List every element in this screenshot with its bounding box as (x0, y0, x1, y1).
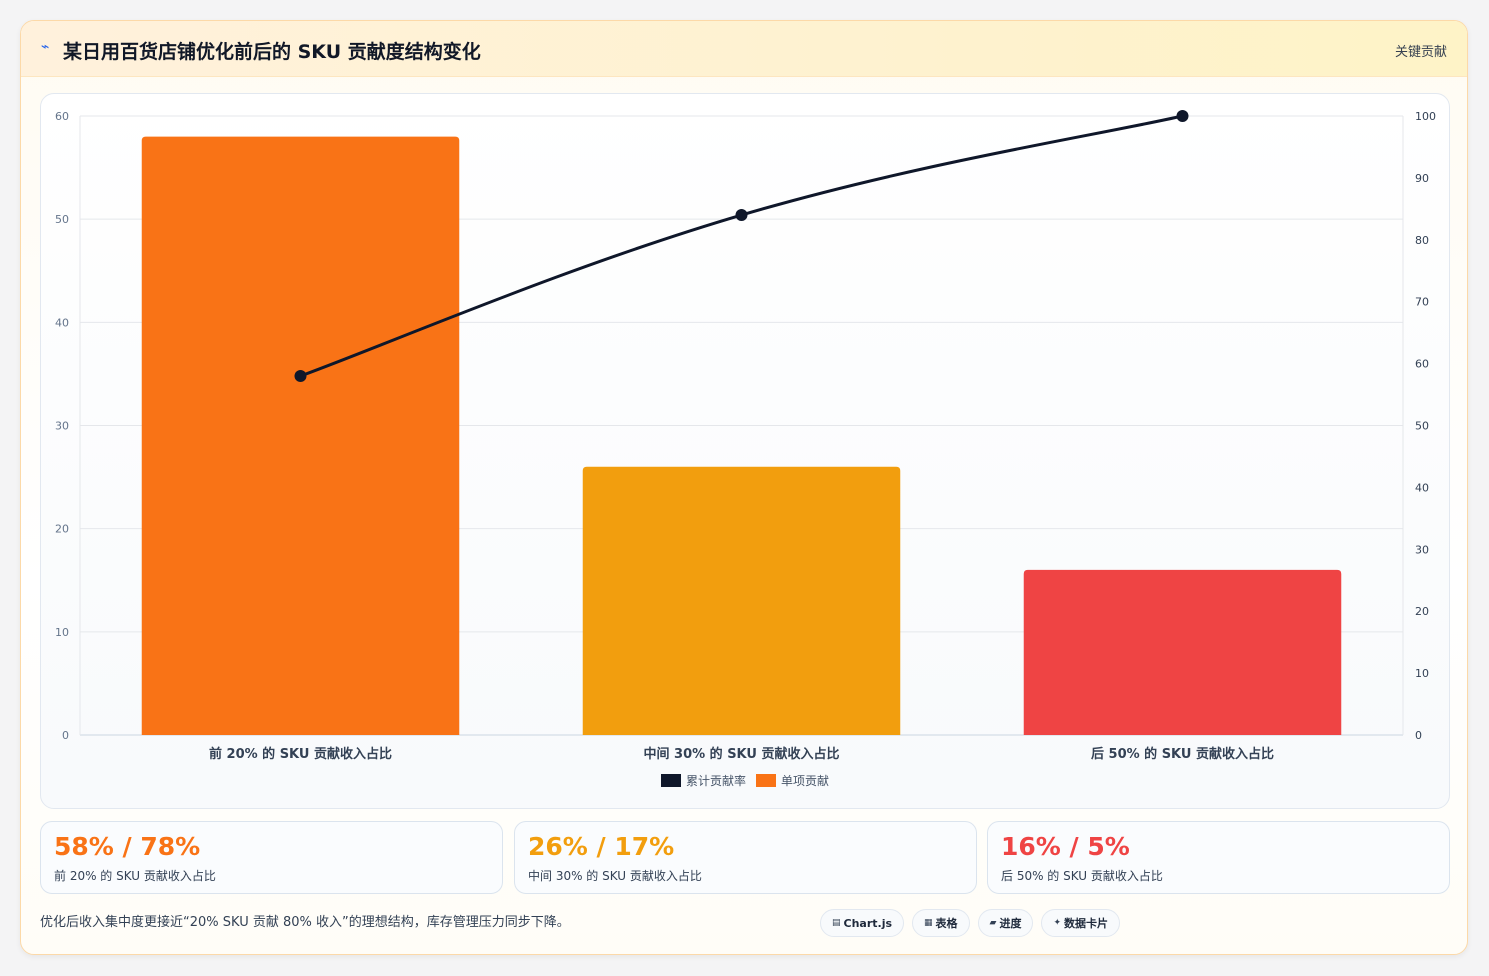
y-left-tick-label: 10 (55, 626, 69, 639)
card-header: ⌁ 某日用百货店铺优化前后的 SKU 贡献度结构变化 关键贡献 (21, 21, 1467, 77)
kpi-value: 26% / 17% (528, 832, 675, 861)
x-tick-label: 前 20% 的 SKU 贡献收入占比 (209, 746, 392, 762)
kpi-value: 58% / 78% (54, 832, 201, 861)
report-card: ⌁ 某日用百货店铺优化前后的 SKU 贡献度结构变化 关键贡献 0 10 20 30 4… (20, 20, 1468, 955)
chip-chartjs[interactable]: ▤ Chart.js (820, 909, 905, 937)
y-right-tick-label: 50 (1415, 420, 1429, 433)
y-right-tick-label: 0 (1415, 729, 1422, 742)
tech-chips: ▤ Chart.js ▦ 表格 ▰ 进度 ✦ 数据卡片 (820, 909, 1121, 937)
y-right-tick-label: 10 (1415, 667, 1429, 680)
legend-swatch (661, 774, 681, 787)
bar (582, 466, 901, 735)
y-right-tick-label: 20 (1415, 605, 1429, 618)
cumulative-point (735, 209, 748, 222)
y-right-tick-label: 100 (1415, 110, 1436, 123)
bar (141, 136, 460, 736)
footer-note: 优化后收入集中度更接近“20% SKU 贡献 80% 收入”的理想结构，库存管理… (40, 915, 570, 930)
legend-label: 单项贡献 (781, 773, 829, 788)
kpi-label: 后 50% 的 SKU 贡献收入占比 (1001, 869, 1163, 883)
chart-icon: ▤ (832, 918, 841, 928)
kpi-card-middle: 26% / 17% 中间 30% 的 SKU 贡献收入占比 (514, 821, 977, 894)
y-right-tick-label: 90 (1415, 172, 1429, 185)
y-left-tick-label: 20 (55, 523, 69, 536)
pareto-chart: 0 10 20 30 40 50 60 0 10 20 30 40 50 60 70 80 90 100 前 20%… (55, 110, 1436, 788)
x-tick-label: 中间 30% 的 SKU 贡献收入占比 (644, 746, 840, 762)
chip-label: 进度 (999, 917, 1022, 930)
sparkle-icon: ✦ (1053, 918, 1062, 928)
chart-title: 某日用百货店铺优化前后的 SKU 贡献度结构变化 (63, 41, 481, 63)
chip-progress[interactable]: ▰ 进度 (977, 909, 1034, 937)
y-right-tick-label: 60 (1415, 358, 1429, 371)
kpi-label: 前 20% 的 SKU 贡献收入占比 (54, 869, 216, 883)
chip-label: 数据卡片 (1064, 917, 1109, 930)
x-tick-label: 后 50% 的 SKU 贡献收入占比 (1091, 746, 1274, 762)
kpi-card-top: 58% / 78% 前 20% 的 SKU 贡献收入占比 (40, 821, 503, 894)
legend-label: 累计贡献率 (686, 773, 746, 788)
progress-icon: ▰ (989, 918, 997, 928)
kpi-value: 16% / 5% (1001, 832, 1130, 861)
cumulative-point (294, 369, 307, 382)
legend-swatch (756, 774, 776, 787)
chip-label: Chart.js (843, 916, 893, 930)
y-right-tick-label: 30 (1415, 543, 1429, 556)
y-left-tick-label: 60 (55, 110, 69, 123)
y-left-tick-label: 30 (55, 420, 69, 433)
y-right-tick-label: 80 (1415, 234, 1429, 247)
y-left-tick-label: 40 (55, 316, 69, 329)
chip-datacard[interactable]: ✦ 数据卡片 (1041, 909, 1121, 937)
chip-label: 表格 (935, 917, 958, 930)
chart-line-icon: ⌁ (41, 39, 50, 55)
y-left-tick-label: 0 (62, 729, 69, 742)
y-left-tick-label: 50 (55, 213, 69, 226)
chart-container: 0 10 20 30 40 50 60 0 10 20 30 40 50 60 70 80 90 100 前 20%… (40, 93, 1450, 809)
kpi-label: 中间 30% 的 SKU 贡献收入占比 (528, 869, 702, 883)
chip-table[interactable]: ▦ 表格 (912, 909, 970, 937)
y-right-tick-label: 70 (1415, 296, 1429, 309)
y-right-tick-label: 40 (1415, 481, 1429, 494)
kpi-card-bottom: 16% / 5% 后 50% 的 SKU 贡献收入占比 (987, 821, 1450, 894)
table-icon: ▦ (924, 918, 933, 928)
bar (1023, 569, 1342, 735)
cumulative-point (1176, 110, 1189, 122)
header-tag: 关键贡献 (1394, 45, 1447, 60)
